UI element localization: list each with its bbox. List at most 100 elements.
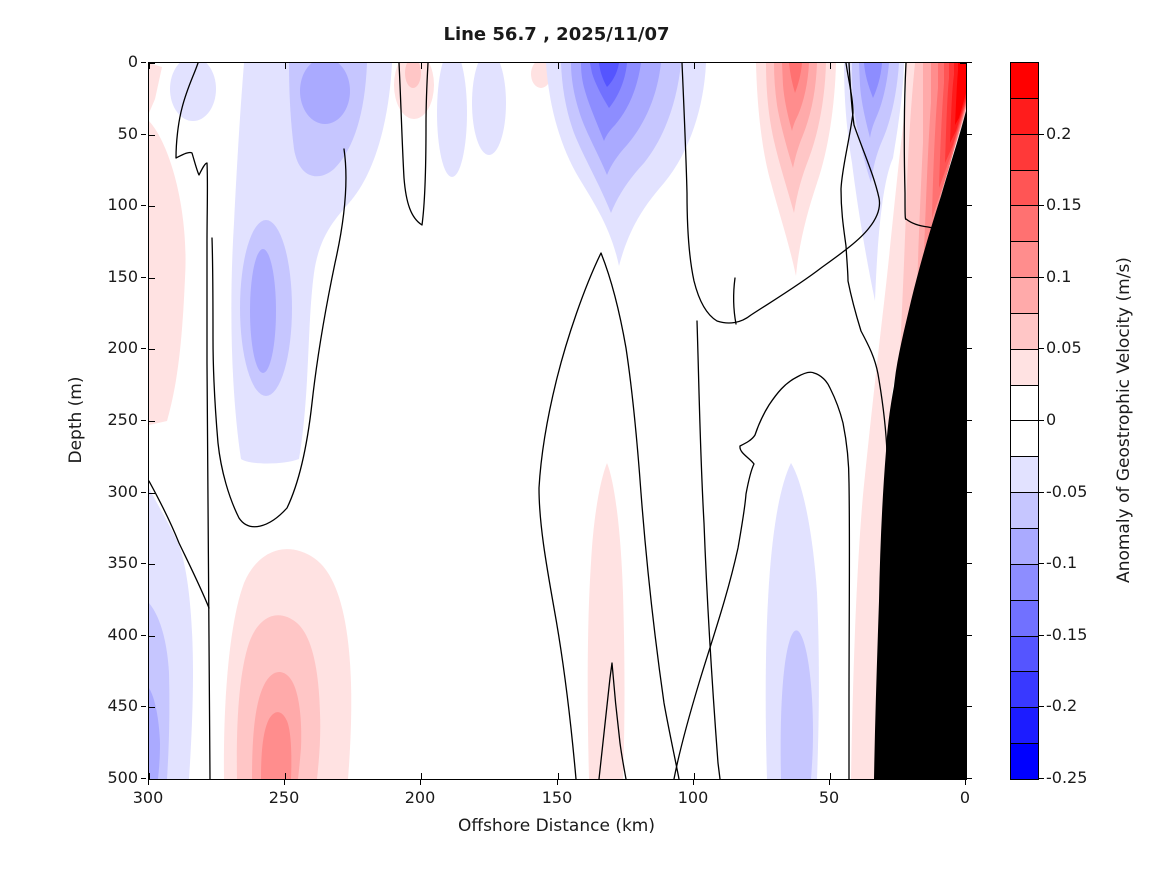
colorbar-segment <box>1011 420 1038 457</box>
x-tick-top <box>421 63 422 69</box>
y-tick-outer <box>141 492 146 493</box>
y-tick-outer-right <box>967 277 972 278</box>
y-tick <box>149 63 155 64</box>
colorbar-segment <box>1011 671 1038 708</box>
y-tick-outer-right <box>967 706 972 707</box>
y-tick <box>149 278 155 279</box>
colorbar-tick-label: -0.1 <box>1046 553 1078 572</box>
colorbar-segment <box>1011 707 1038 744</box>
y-tick-outer-right <box>967 134 972 135</box>
y-tick-label: 150 <box>107 267 138 286</box>
colorbar-tick <box>1039 563 1044 564</box>
y-tick-label: 450 <box>107 696 138 715</box>
x-tick-top <box>694 63 695 69</box>
colorbar-segment <box>1011 492 1038 528</box>
x-tick-label: 0 <box>959 788 971 807</box>
y-tick <box>149 349 155 350</box>
x-tick-label: 150 <box>541 788 573 807</box>
x-tick-outer <box>965 780 966 785</box>
colorbar-tick <box>1039 778 1044 779</box>
colorbar-segment <box>1011 97 1038 134</box>
colorbar-segment <box>1011 241 1038 278</box>
y-tick-right <box>960 493 966 494</box>
colorbar-segment <box>1011 384 1038 421</box>
y-axis-label: Depth (m) <box>66 376 86 464</box>
y-tick <box>149 421 155 422</box>
y-tick-label: 300 <box>107 482 138 501</box>
x-tick-top <box>966 63 967 69</box>
x-tick <box>830 773 831 779</box>
x-tick-label: 100 <box>677 788 709 807</box>
y-tick-outer <box>141 348 146 349</box>
colorbar-segment <box>1011 743 1038 779</box>
y-tick-outer <box>141 778 146 779</box>
colorbar-tick-label: 0.15 <box>1046 195 1082 214</box>
y-tick-outer-right <box>967 348 972 349</box>
colorbar-segment <box>1011 63 1038 98</box>
x-tick-top <box>149 63 150 69</box>
colorbar-tick <box>1039 635 1044 636</box>
colorbar-tick-label: -0.25 <box>1046 768 1088 787</box>
y-tick-right <box>960 779 966 780</box>
x-tick-label: 50 <box>818 788 840 807</box>
colorbar-tick-label: 0 <box>1046 410 1057 429</box>
y-tick <box>149 707 155 708</box>
y-tick <box>149 135 155 136</box>
x-tick <box>558 773 559 779</box>
x-tick-top <box>285 63 286 69</box>
colorbar-tick <box>1039 277 1044 278</box>
colorbar-tick-label: 0.05 <box>1046 338 1082 357</box>
colorbar-tick-label: 0.1 <box>1046 267 1072 286</box>
y-tick-label: 200 <box>107 338 138 357</box>
y-tick <box>149 206 155 207</box>
colorbar-segment <box>1011 277 1038 313</box>
y-tick-outer <box>141 420 146 421</box>
colorbar-tick <box>1039 348 1044 349</box>
y-tick-right <box>960 206 966 207</box>
y-tick-outer <box>141 706 146 707</box>
y-tick-right <box>960 707 966 708</box>
colorbar-tick-label: -0.2 <box>1046 696 1078 715</box>
x-tick-outer <box>284 780 285 785</box>
y-tick-right <box>960 564 966 565</box>
x-tick-top <box>558 63 559 69</box>
colorbar-tick <box>1039 420 1044 421</box>
y-tick-label: 400 <box>107 625 138 644</box>
colorbar-segment <box>1011 169 1038 206</box>
y-tick <box>149 636 155 637</box>
y-tick <box>149 493 155 494</box>
y-tick-outer-right <box>967 205 972 206</box>
x-tick-label: 300 <box>132 788 164 807</box>
colorbar-tick-label: 0.2 <box>1046 124 1072 143</box>
x-tick-outer <box>829 780 830 785</box>
colorbar-segment <box>1011 205 1038 242</box>
chart-title: Line 56.7 , 2025/11/07 <box>443 24 670 45</box>
x-tick <box>966 773 967 779</box>
y-tick-outer-right <box>967 62 972 63</box>
colorbar-segment <box>1011 348 1038 385</box>
x-tick <box>285 773 286 779</box>
y-tick-outer-right <box>967 420 972 421</box>
y-tick-label: 500 <box>107 768 138 787</box>
y-tick-outer <box>141 635 146 636</box>
zero-contour-lines <box>149 63 939 779</box>
y-tick-right <box>960 636 966 637</box>
x-tick <box>421 773 422 779</box>
colorbar-tick-label: -0.15 <box>1046 625 1088 644</box>
colorbar-segment <box>1011 599 1038 636</box>
x-tick-outer <box>148 780 149 785</box>
colorbar-tick <box>1039 492 1044 493</box>
y-tick-right <box>960 278 966 279</box>
colorbar-segment <box>1011 527 1038 564</box>
x-tick-label: 200 <box>404 788 436 807</box>
y-tick-outer-right <box>967 778 972 779</box>
y-tick-outer-right <box>967 563 972 564</box>
y-tick-label: 100 <box>107 195 138 214</box>
y-tick-outer <box>141 205 146 206</box>
x-tick <box>149 773 150 779</box>
y-tick <box>149 564 155 565</box>
y-tick-label: 50 <box>117 124 138 143</box>
x-tick <box>694 773 695 779</box>
x-tick-outer <box>557 780 558 785</box>
